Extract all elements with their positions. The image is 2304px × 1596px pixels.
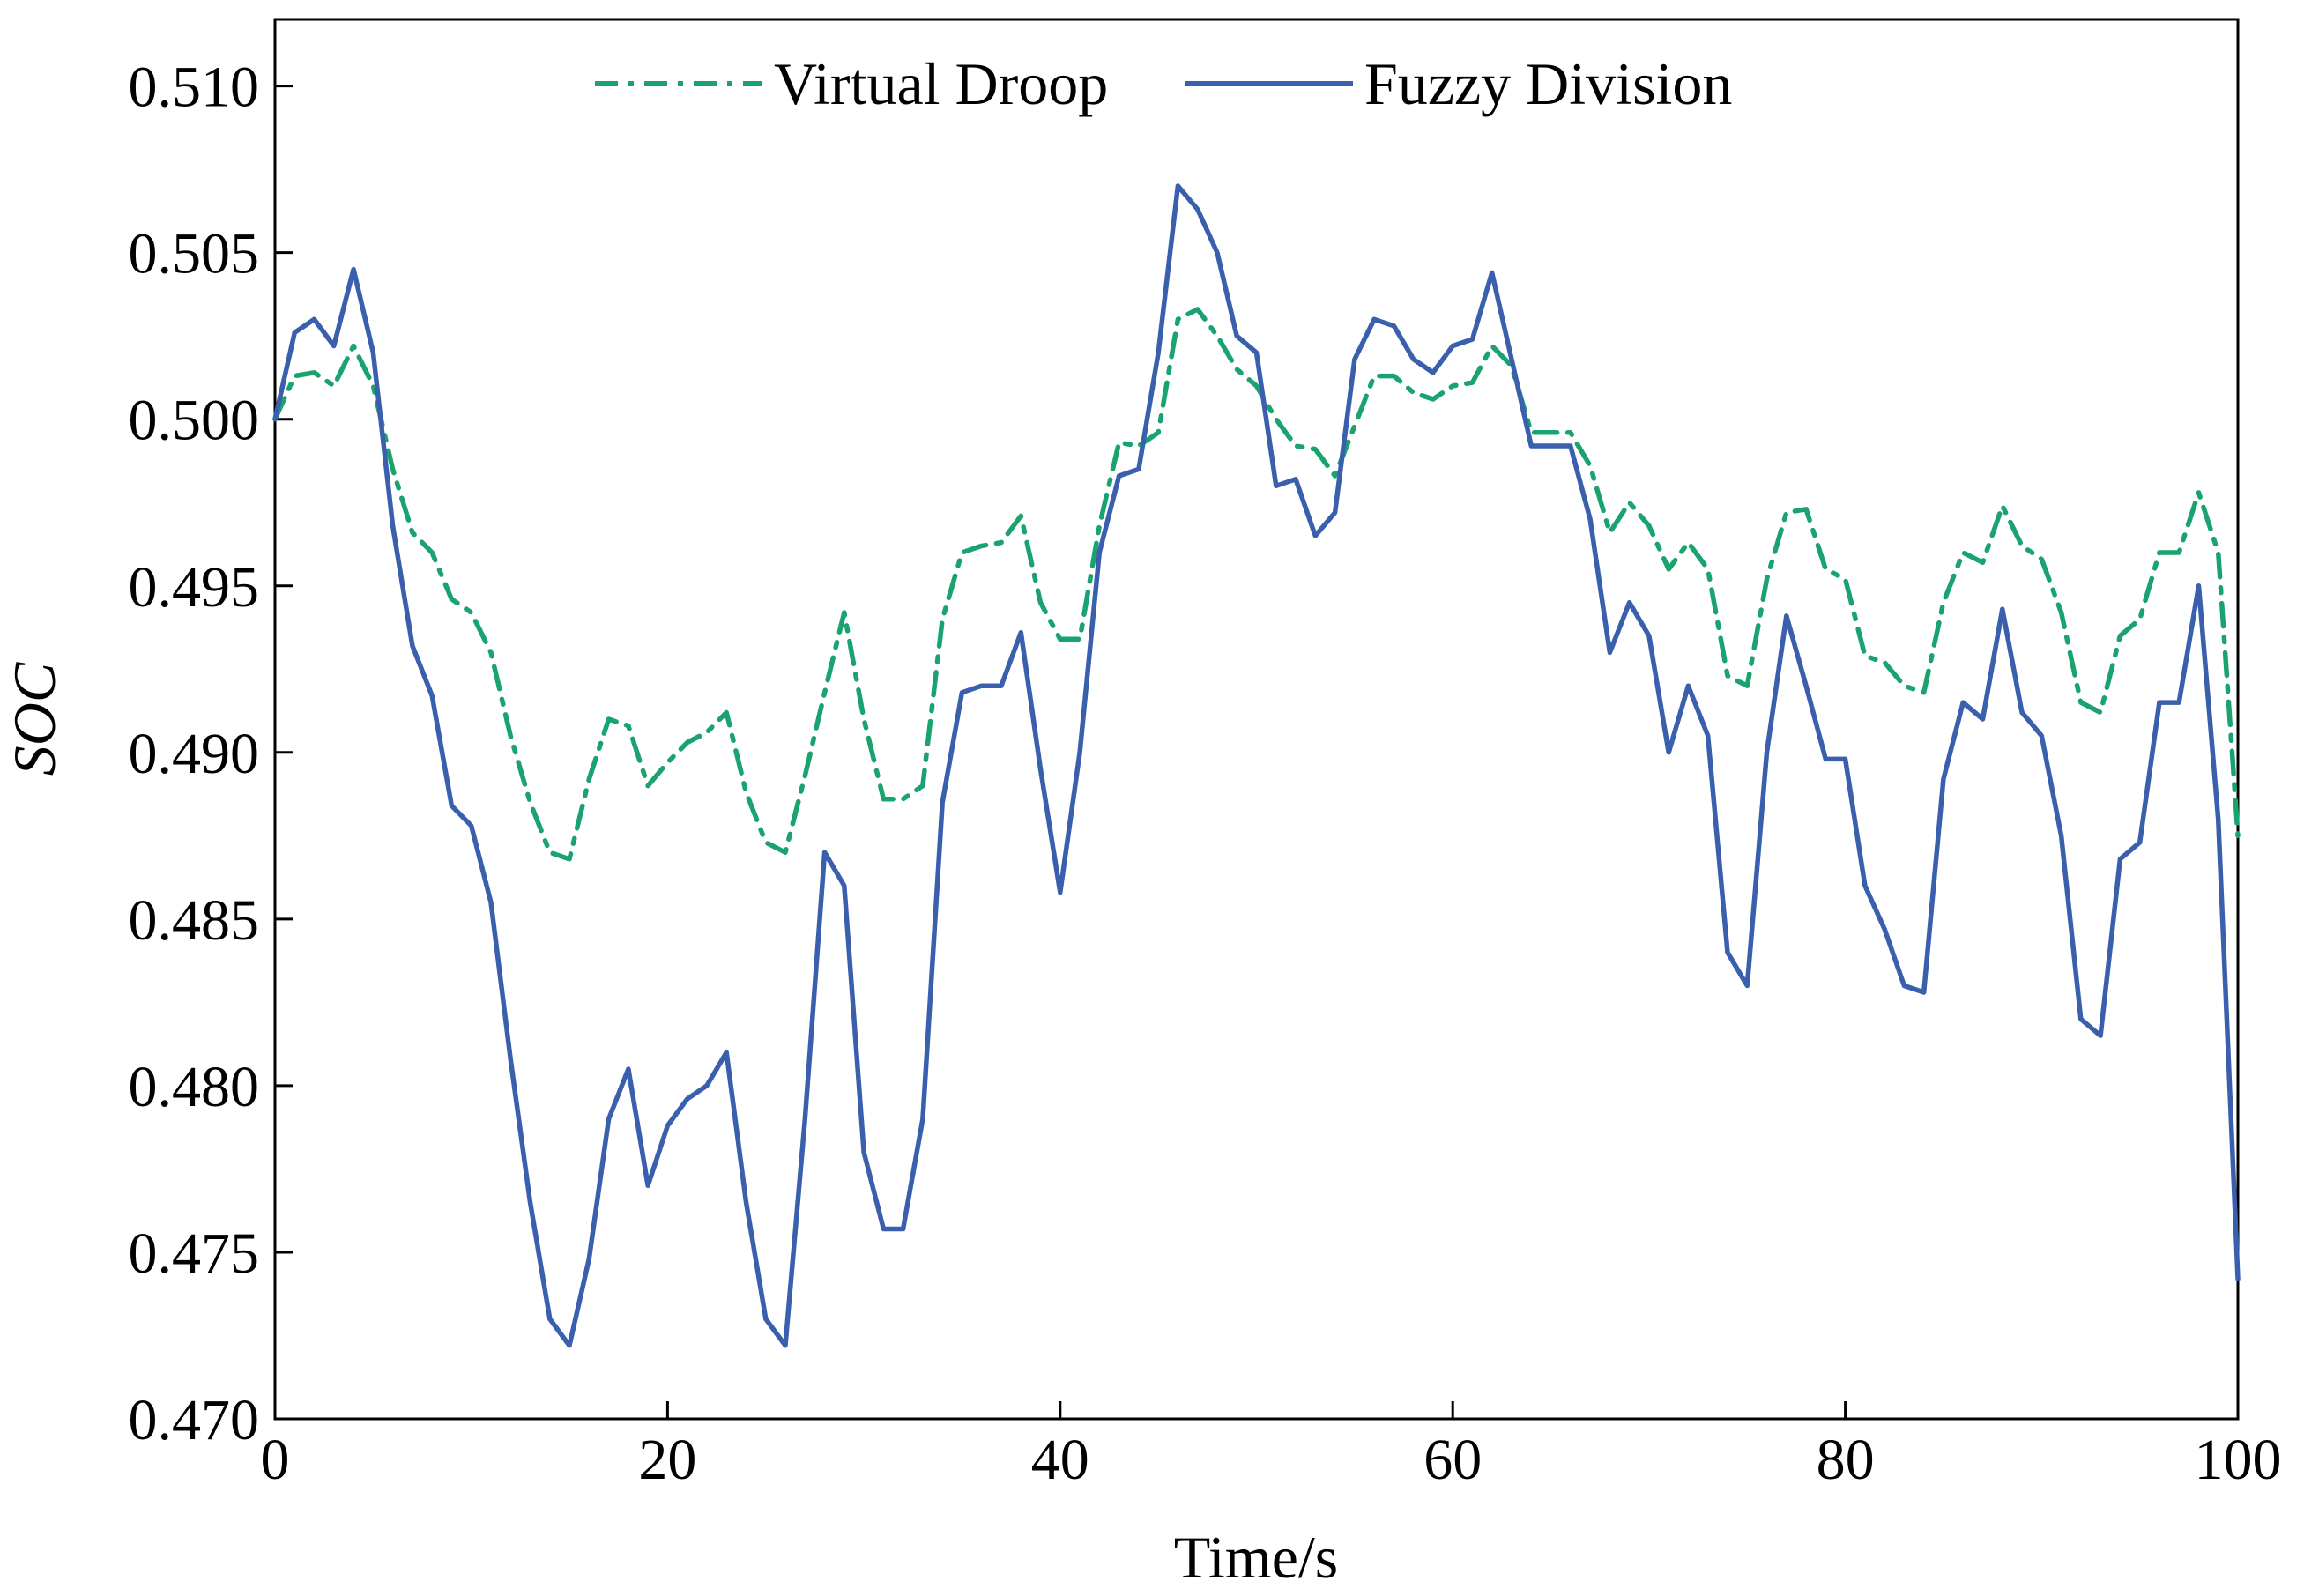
y-tick-label: 0.500 — [129, 389, 260, 453]
plot-area-frame — [273, 18, 2240, 1421]
y-tick-label: 0.490 — [129, 722, 260, 786]
x-tick-label: 20 — [638, 1428, 696, 1492]
y-tick-label: 0.495 — [129, 555, 260, 620]
y-tick-label: 0.505 — [129, 222, 260, 286]
series-line-fuzzy-division — [272, 183, 2241, 1348]
x-tick-label: 80 — [1817, 1428, 1875, 1492]
x-tick-label: 100 — [2195, 1428, 2282, 1492]
x-axis-title: Time/s — [1174, 1524, 1338, 1591]
x-axis-ticks: 0 20 40 60 80 100 — [261, 1401, 2282, 1492]
legend: Virtual Droop Fuzzy Division — [595, 50, 1732, 117]
x-tick-label: 0 — [261, 1428, 290, 1492]
y-tick-label: 0.485 — [129, 888, 260, 953]
y-tick-label: 0.510 — [129, 56, 260, 120]
x-tick-label: 40 — [1031, 1428, 1089, 1492]
series-layer — [272, 183, 2241, 1348]
y-tick-label: 0.480 — [129, 1055, 260, 1119]
y-tick-label: 0.470 — [129, 1388, 260, 1452]
x-tick-label: 60 — [1423, 1428, 1482, 1492]
y-axis-title: SOC — [1, 662, 68, 776]
series-line-virtual-droop — [272, 307, 2241, 862]
legend-label-fuzzy-division: Fuzzy Division — [1364, 50, 1732, 117]
legend-label-virtual-droop: Virtual Droop — [774, 50, 1108, 117]
y-axis-ticks: 0.470 0.475 0.480 0.485 0.490 0.495 0.500 0.505… — [129, 56, 293, 1452]
y-tick-label: 0.475 — [129, 1221, 260, 1286]
